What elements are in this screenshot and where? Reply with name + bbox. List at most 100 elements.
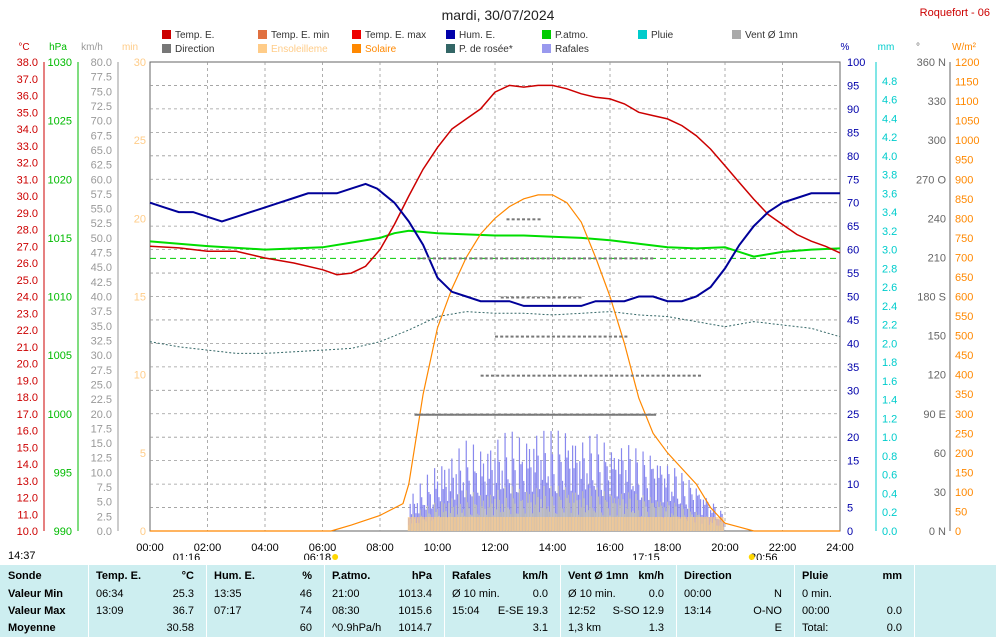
temp-axis-tick: 26.0: [17, 258, 38, 270]
direction-mark: [516, 218, 520, 221]
sunshine-bar: [718, 517, 721, 531]
dir-axis-tick: 270 O: [916, 174, 946, 186]
hum-axis-tick: 95: [847, 80, 859, 92]
sunshine-bar: [442, 517, 445, 531]
sunshine-bar: [617, 517, 621, 531]
rain-axis-tick: 4.4: [882, 113, 897, 125]
direction-mark: [577, 257, 581, 260]
sunshine-bar: [531, 517, 534, 531]
direction-mark: [653, 413, 657, 416]
direction-mark: [598, 257, 602, 260]
direction-mark: [500, 296, 504, 299]
direction-mark: [531, 296, 535, 299]
direction-mark: [588, 335, 592, 338]
legend-label: Temp. E. min: [271, 30, 329, 41]
summary-column: P.atmo. hPa 21:00 1013.4 08:30 1015.6 ^0.9hPa/…: [324, 565, 445, 637]
sunshine-bar: [703, 517, 707, 531]
direction-mark: [615, 374, 619, 377]
direction-mark: [551, 257, 555, 260]
direction-mark: [500, 257, 504, 260]
solar-axis-tick: 850: [955, 194, 973, 206]
wind-axis-tick: 60.0: [91, 174, 112, 186]
wind-axis-tick: 70.0: [91, 116, 112, 128]
legend-label: P. de rosée*: [459, 44, 513, 55]
sunshine-bar: [554, 517, 557, 531]
summary-cell-time: 13:14: [684, 605, 712, 617]
sunshine-bar: [560, 517, 563, 531]
sunshine-bar: [574, 517, 577, 531]
axis-unit-label: %: [841, 42, 850, 53]
direction-mark: [569, 413, 573, 416]
sunshine-bar: [675, 517, 678, 531]
direction-mark: [542, 296, 546, 299]
direction-mark: [635, 374, 639, 377]
x-tick-label: 02:00: [194, 542, 222, 554]
direction-mark: [588, 257, 592, 260]
summary-column-title: Vent Ø 1mn: [568, 570, 629, 582]
direction-mark: [510, 257, 514, 260]
sunshine-bar: [580, 517, 583, 531]
sunshine-bar: [448, 517, 451, 531]
direction-mark: [536, 296, 540, 299]
rain-axis-tick: 2.6: [882, 282, 897, 294]
summary-column-title: Rafales: [452, 570, 492, 582]
solar-axis-tick: 50: [955, 506, 967, 518]
pressure-axis-tick: 1010: [48, 292, 72, 304]
wind-axis-tick: 57.5: [91, 189, 112, 201]
rain-axis-tick: 0.4: [882, 488, 897, 500]
sunshine-bar: [416, 517, 419, 531]
summary-column: Vent Ø 1mn km/h Ø 10 min. 0.0 12:52 S-SO 12.9…: [560, 565, 677, 637]
direction-mark: [562, 296, 566, 299]
direction-mark: [564, 413, 567, 416]
hum-axis-tick: 60: [847, 245, 859, 257]
direction-mark: [589, 374, 593, 377]
direction-mark: [629, 257, 633, 260]
wind-axis-tick: 62.5: [91, 160, 112, 172]
direction-mark: [582, 335, 586, 338]
dewpoint-line: [149, 311, 841, 354]
direction-mark: [457, 413, 461, 416]
sunshine-bar: [701, 517, 704, 531]
direction-mark: [446, 413, 450, 416]
legend-label: P.atmo.: [555, 30, 588, 41]
direction-mark: [587, 413, 590, 416]
hum-axis-tick: 45: [847, 315, 859, 327]
sunshine-bar: [462, 517, 465, 531]
legend-label: Temp. E. max: [365, 30, 426, 41]
sunshine-bar: [479, 517, 483, 531]
summary-cell-time: ^0.9hPa/h: [332, 622, 382, 634]
summary-column-title: Pluie: [802, 570, 829, 582]
sun-axis-tick: 5: [140, 448, 146, 460]
direction-mark: [434, 413, 438, 416]
sunshine-bar: [565, 517, 569, 531]
summary-cell-value: 36.7: [172, 605, 194, 617]
solar-axis-tick: 300: [955, 409, 973, 421]
x-tick-label: 22:00: [769, 542, 797, 554]
direction-mark: [612, 413, 616, 416]
rain-axis-tick: 1.8: [882, 357, 897, 369]
direction-mark: [633, 413, 636, 416]
sunshine-bar: [511, 517, 514, 531]
temp-axis-tick: 38.0: [17, 57, 38, 69]
direction-mark: [480, 413, 484, 416]
sunshine-bar: [413, 517, 416, 531]
direction-mark: [624, 257, 628, 260]
direction-mark: [646, 374, 650, 377]
sunshine-bar: [606, 517, 609, 531]
direction-mark: [572, 413, 576, 416]
direction-mark: [511, 218, 515, 221]
sunshine-bar: [657, 517, 661, 531]
temp-axis-tick: 23.0: [17, 308, 38, 320]
solar-axis-tick: 1050: [955, 116, 979, 128]
temp-axis-tick: 25.0: [17, 275, 38, 287]
sunshine-bar: [522, 517, 526, 531]
direction-mark: [573, 374, 577, 377]
summary-cell-value: 60: [299, 622, 312, 634]
sunshine-bar: [632, 517, 635, 531]
direction-mark: [449, 413, 452, 416]
x-tick-label: 08:00: [366, 542, 394, 554]
direction-mark: [489, 257, 493, 260]
sunshine-bar: [525, 517, 529, 531]
direction-mark: [438, 257, 442, 260]
direction-mark: [614, 335, 618, 338]
